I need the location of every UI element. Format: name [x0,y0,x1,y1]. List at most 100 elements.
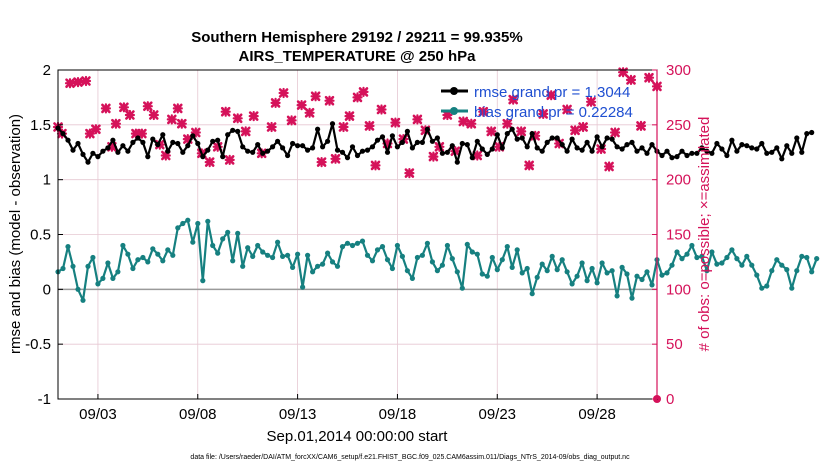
obs-marker-plus [324,95,335,106]
obs-marker-plus [286,115,297,126]
rmse-point [674,154,680,160]
obs-count-marker [64,78,76,89]
bias-point [100,275,106,281]
y-axis-right-label: # of obs: o=possible; ×=assimilated [696,117,713,352]
obs-count-marker [508,94,519,105]
bias-point [589,265,595,272]
bias-point [584,278,590,284]
rmse-point [534,145,540,151]
rmse-point [140,139,146,145]
bias-point [265,252,271,258]
obs-marker-plus [376,104,387,115]
bias-point [290,264,296,270]
bias-point [339,244,346,250]
bias-point [369,258,376,264]
bias-point [434,268,440,274]
rmse-point [384,149,391,155]
y-right-tick-label: 100 [666,281,691,298]
bias-point [205,218,211,224]
obs-count-marker [603,161,615,172]
bias-point [210,242,216,249]
rmse-point [749,145,755,151]
bias-point [325,250,331,256]
rmse-point [599,144,605,150]
rmse-point [339,149,346,155]
bias-point [90,254,96,261]
bias-point [389,265,395,272]
y-right-tick-label: 50 [666,336,683,353]
bias-point [145,259,151,265]
obs-marker-plus [577,121,589,133]
rmse-point [434,135,440,141]
rmse-point [769,149,775,155]
rmse-point [290,140,296,147]
rmse-point [444,149,450,155]
obs-count-marker [585,96,597,107]
rmse-point [809,129,815,136]
rmse-point [374,137,381,143]
x-tick-label: 09/13 [279,406,317,423]
bias-point [300,284,306,290]
rmse-point [389,133,395,139]
bias-point [85,263,91,269]
obs-marker-plus [390,117,401,128]
rmse-point [125,148,131,154]
obs-count-marker [643,72,655,83]
bias-point [504,244,510,250]
obs-count-marker [502,118,513,129]
rmse-point [629,139,635,145]
rmse-point [115,149,121,155]
rmse-point [524,144,530,150]
obs-marker-plus [142,101,153,112]
rmse-point [494,132,500,138]
obs-count-marker [561,104,573,115]
bias-point [349,242,356,249]
bias-point [659,272,665,278]
obs-count-marker [442,109,453,121]
rmse-point [364,147,371,153]
bias-point [130,265,136,272]
bias-point [135,257,141,263]
obs-count-marker [577,121,589,133]
obs-marker-plus [561,104,573,115]
obs-marker-plus [220,106,231,117]
obs-marker-plus [508,94,519,105]
bias-point [200,278,206,284]
rmse-point [759,140,765,147]
legend-label-bias: bias grand pr = 0.22284 [474,104,633,121]
obs-marker-plus [266,121,277,133]
rmse-point [569,136,575,142]
rmse-point [694,150,700,156]
obs-marker-plus [240,126,251,137]
bias-point [270,254,276,261]
bias-point [729,247,735,253]
bias-point [160,258,166,264]
obs-marker-plus [609,127,621,138]
rmse-point [145,154,151,160]
obs-marker-plus [344,110,355,122]
bias-point [275,239,281,245]
rmse-point [305,147,311,153]
rmse-point [669,155,675,161]
obs-count-marker [364,120,375,132]
obs-marker-plus [110,118,122,129]
rmse-point [739,142,745,148]
bias-point [509,264,515,270]
bias-point [704,268,710,274]
bias-point [539,261,545,267]
bias-point [245,245,251,251]
bias-point [779,262,785,268]
rmse-point [215,137,221,143]
rmse-point [65,137,71,143]
rmse-point [60,131,66,137]
obs-count-marker [635,120,647,132]
bias-point [414,254,420,261]
rmse-point [789,150,795,156]
bias-point [315,263,321,269]
obs-marker-plus [316,157,327,168]
rmse-point [285,152,291,159]
rmse-point [684,152,690,159]
bias-series [55,217,820,303]
obs-count-marker [428,151,439,162]
